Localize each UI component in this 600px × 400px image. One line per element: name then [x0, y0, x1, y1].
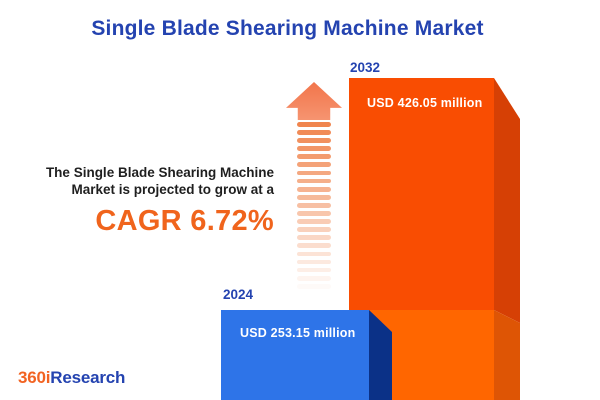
bar-2024-front [221, 310, 369, 400]
arrow-stripe [297, 122, 331, 127]
arrow-stripe [297, 162, 331, 168]
cagr-text: CAGR 6.72% [95, 205, 274, 237]
note-line-2: Market is projected to grow at a [71, 181, 274, 197]
year-label-2024: 2024 [223, 287, 254, 302]
arrow-stripe [297, 211, 331, 216]
bar-2032-side-top [494, 78, 520, 323]
arrow-stripe [297, 194, 331, 200]
bar-2024-side [369, 310, 392, 400]
year-label-2032: 2032 [350, 60, 381, 75]
arrow-stripe [297, 227, 331, 233]
arrow-stripe [297, 267, 331, 273]
arrow-stripe [297, 138, 331, 143]
chart-title: Single Blade Shearing Machine Market [91, 17, 484, 40]
logo: 360iResearch [18, 368, 125, 388]
growth-arrow [286, 82, 342, 292]
bar-value-2032: USD 426.05 million [367, 96, 483, 110]
arrow-stripe [297, 283, 331, 289]
arrow-stripe [297, 178, 331, 184]
arrow-stripe [297, 146, 331, 152]
arrow-stripe [297, 186, 331, 192]
arrow-stripe [297, 251, 331, 257]
bar-2032-side-bottom [494, 310, 520, 400]
arrow-stripe [297, 154, 331, 160]
arrow-stripe [297, 259, 331, 265]
arrow-stripe [297, 130, 331, 135]
note-line-1: The Single Blade Shearing Machine [45, 165, 274, 180]
arrow-stripe [297, 170, 331, 176]
growth-note: The Single Blade Shearing Machine Market… [20, 165, 274, 238]
logo-360i: 360i [18, 368, 51, 387]
arrow-stripe [297, 235, 331, 241]
arrow-stripe [297, 243, 331, 249]
arrow-stem [297, 122, 331, 289]
arrow-up-icon [286, 82, 342, 120]
arrow-stripe [297, 275, 331, 281]
arrow-stripe [297, 219, 331, 224]
bar-2032-front-top [349, 78, 494, 310]
bar-value-2024: USD 253.15 million [240, 326, 356, 340]
logo-research: Research [50, 368, 126, 387]
arrow-stripe [297, 202, 331, 208]
